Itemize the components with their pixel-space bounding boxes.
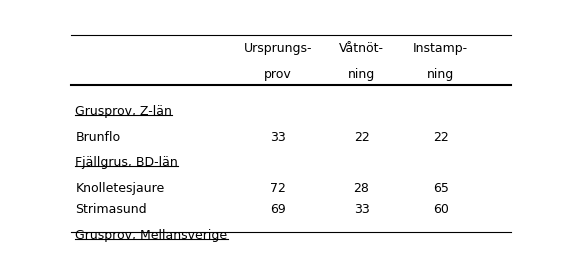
- Text: Grusprov, Mellansverige: Grusprov, Mellansverige: [76, 228, 228, 241]
- Text: Strimasund: Strimasund: [76, 203, 147, 216]
- Text: ning: ning: [348, 68, 375, 81]
- Text: 72: 72: [270, 181, 286, 194]
- Text: Grusprov, Z-län: Grusprov, Z-län: [76, 105, 172, 118]
- Text: Fjällgrus, BD-län: Fjällgrus, BD-län: [76, 156, 178, 169]
- Text: 26: 26: [270, 253, 286, 254]
- Text: 69: 69: [270, 203, 286, 216]
- Text: Kåparp: Kåparp: [76, 253, 120, 254]
- Text: Våtnöt-: Våtnöt-: [339, 42, 384, 55]
- Text: 24: 24: [433, 253, 449, 254]
- Text: prov: prov: [264, 68, 292, 81]
- Text: 33: 33: [270, 130, 286, 143]
- Text: Ursprungs-: Ursprungs-: [244, 42, 312, 55]
- Text: 22: 22: [354, 130, 369, 143]
- Text: 23: 23: [354, 253, 369, 254]
- Text: 22: 22: [433, 130, 449, 143]
- Text: 28: 28: [354, 181, 369, 194]
- Text: Instamp-: Instamp-: [413, 42, 469, 55]
- Text: Knolletesjaure: Knolletesjaure: [76, 181, 165, 194]
- Text: ning: ning: [427, 68, 454, 81]
- Text: 65: 65: [433, 181, 449, 194]
- Text: Brunflo: Brunflo: [76, 130, 120, 143]
- Text: 33: 33: [354, 203, 369, 216]
- Text: 60: 60: [433, 203, 449, 216]
